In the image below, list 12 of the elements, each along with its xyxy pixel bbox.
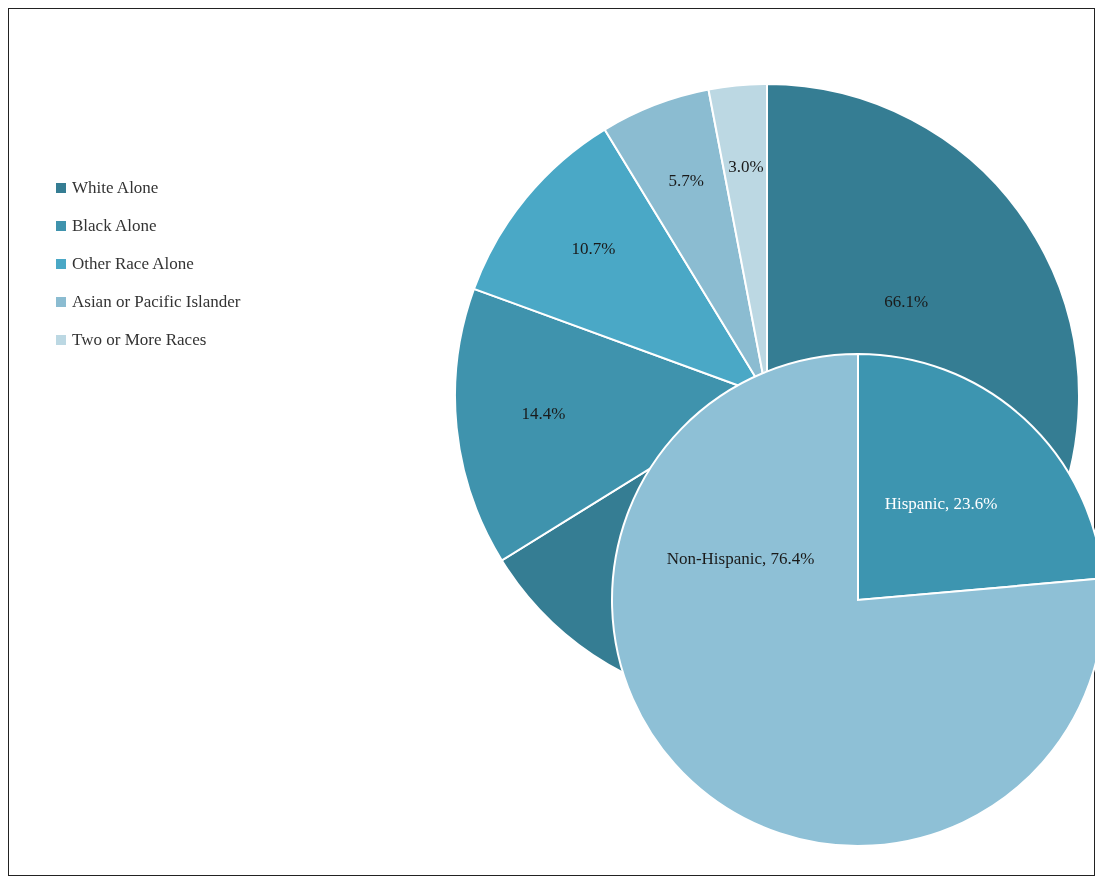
data-label: 3.0% bbox=[728, 157, 764, 177]
data-label: 5.7% bbox=[668, 171, 704, 191]
legend-label: White Alone bbox=[72, 178, 159, 197]
slice-label: Hispanic, 23.6% bbox=[884, 494, 998, 514]
data-label: 14.4% bbox=[521, 403, 566, 423]
data-label: 66.1% bbox=[884, 291, 929, 311]
legend-label: Black Alone bbox=[72, 216, 157, 235]
slice-label: Non-Hispanic, 76.4% bbox=[666, 548, 815, 568]
legend-label: Two or More Races bbox=[72, 330, 207, 349]
data-label: 10.7% bbox=[571, 238, 616, 258]
legend-label: Asian or Pacific Islander bbox=[72, 292, 241, 311]
legend-label: Other Race Alone bbox=[72, 254, 194, 273]
